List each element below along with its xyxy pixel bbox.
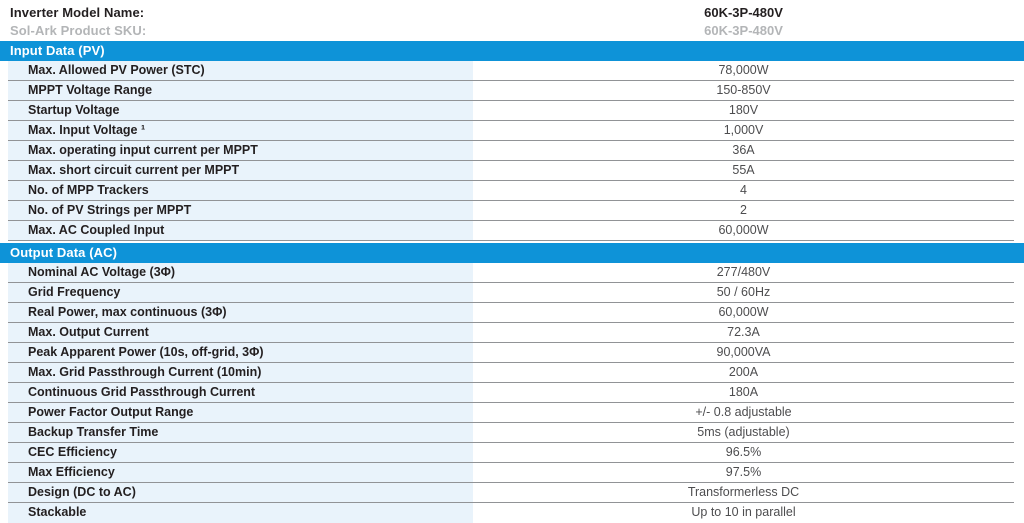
spec-label: Max. AC Coupled Input (8, 221, 473, 240)
spec-row: Design (DC to AC) Transformerless DC (8, 483, 1014, 503)
spec-value: +/- 0.8 adjustable (473, 403, 1014, 422)
spec-row: Startup Voltage 180V (8, 101, 1014, 121)
spec-value: 55A (473, 161, 1014, 180)
spec-row: No. of PV Strings per MPPT 2 (8, 201, 1014, 221)
spec-row: Stackable Up to 10 in parallel (8, 503, 1014, 523)
spec-row: Max. short circuit current per MPPT 55A (8, 161, 1014, 181)
model-name-label: Inverter Model Name: (10, 4, 145, 20)
spec-row: Continuous Grid Passthrough Current 180A (8, 383, 1014, 403)
spec-value: 180V (473, 101, 1014, 120)
spec-label: Continuous Grid Passthrough Current (8, 383, 473, 402)
spec-label: Backup Transfer Time (8, 423, 473, 442)
spec-value: 4 (473, 181, 1014, 200)
spec-value: 90,000VA (473, 343, 1014, 362)
section-header-output-data-ac: Output Data (AC) (0, 243, 1024, 263)
spec-label: Max. Input Voltage ¹ (8, 121, 473, 140)
product-sku-row: Sol-Ark Product SKU: 60K-3P-480V (0, 21, 1024, 39)
spec-row: Backup Transfer Time 5ms (adjustable) (8, 423, 1014, 443)
spec-label: CEC Efficiency (8, 443, 473, 462)
spec-label: Max. Output Current (8, 323, 473, 342)
spec-value: 78,000W (473, 61, 1014, 80)
spec-row: Max. Allowed PV Power (STC) 78,000W (8, 61, 1014, 81)
spec-value: 36A (473, 141, 1014, 160)
spec-row: Power Factor Output Range +/- 0.8 adjusta… (8, 403, 1014, 423)
spec-label: Nominal AC Voltage (3Φ) (8, 263, 473, 282)
spec-row: No. of MPP Trackers 4 (8, 181, 1014, 201)
spec-label: Max. Allowed PV Power (STC) (8, 61, 473, 80)
section-header-input-data-pv: Input Data (PV) (0, 41, 1024, 61)
spec-value: 2 (473, 201, 1014, 220)
product-sku-value: 60K-3P-480V (704, 22, 783, 38)
spec-value: Transformerless DC (473, 483, 1014, 502)
spec-value: 5ms (adjustable) (473, 423, 1014, 442)
product-sku-label: Sol-Ark Product SKU: (10, 22, 147, 38)
spec-label: No. of MPP Trackers (8, 181, 473, 200)
spec-value: 277/480V (473, 263, 1014, 282)
spec-label: Max Efficiency (8, 463, 473, 482)
spec-value: 60,000W (473, 221, 1014, 240)
spec-row: Max. Output Current 72.3A (8, 323, 1014, 343)
spec-value: 72.3A (473, 323, 1014, 342)
spec-value: 180A (473, 383, 1014, 402)
spec-row: Max. operating input current per MPPT 36A (8, 141, 1014, 161)
spec-row: Nominal AC Voltage (3Φ) 277/480V (8, 263, 1014, 283)
spec-label: Grid Frequency (8, 283, 473, 302)
spec-value: 97.5% (473, 463, 1014, 482)
spec-sections: Input Data (PV) Max. Allowed PV Power (ST… (0, 41, 1024, 523)
spec-row: Max. AC Coupled Input 60,000W (8, 221, 1014, 241)
spec-label: Max. Grid Passthrough Current (10min) (8, 363, 473, 382)
model-name-value: 60K-3P-480V (704, 4, 783, 20)
spec-row: MPPT Voltage Range 150-850V (8, 81, 1014, 101)
spec-sheet-header: Inverter Model Name: 60K-3P-480V Sol-Ark… (0, 0, 1024, 39)
spec-label: Max. short circuit current per MPPT (8, 161, 473, 180)
spec-value: 50 / 60Hz (473, 283, 1014, 302)
spec-row: Max. Input Voltage ¹ 1,000V (8, 121, 1014, 141)
spec-row: Peak Apparent Power (10s, off-grid, 3Φ) 9… (8, 343, 1014, 363)
spec-row: Max Efficiency 97.5% (8, 463, 1014, 483)
spec-label: Peak Apparent Power (10s, off-grid, 3Φ) (8, 343, 473, 362)
spec-label: Design (DC to AC) (8, 483, 473, 502)
spec-label: No. of PV Strings per MPPT (8, 201, 473, 220)
spec-label: Stackable (8, 503, 473, 523)
spec-value: 200A (473, 363, 1014, 382)
spec-label: MPPT Voltage Range (8, 81, 473, 100)
spec-value: 150-850V (473, 81, 1014, 100)
spec-row: Grid Frequency 50 / 60Hz (8, 283, 1014, 303)
spec-row: Max. Grid Passthrough Current (10min) 200… (8, 363, 1014, 383)
spec-row: CEC Efficiency 96.5% (8, 443, 1014, 463)
spec-label: Startup Voltage (8, 101, 473, 120)
spec-value: 96.5% (473, 443, 1014, 462)
spec-label: Real Power, max continuous (3Φ) (8, 303, 473, 322)
spec-row: Real Power, max continuous (3Φ) 60,000W (8, 303, 1014, 323)
spec-value: Up to 10 in parallel (473, 503, 1014, 523)
spec-label: Power Factor Output Range (8, 403, 473, 422)
model-name-row: Inverter Model Name: 60K-3P-480V (0, 3, 1024, 21)
spec-value: 1,000V (473, 121, 1014, 140)
spec-label: Max. operating input current per MPPT (8, 141, 473, 160)
spec-value: 60,000W (473, 303, 1014, 322)
